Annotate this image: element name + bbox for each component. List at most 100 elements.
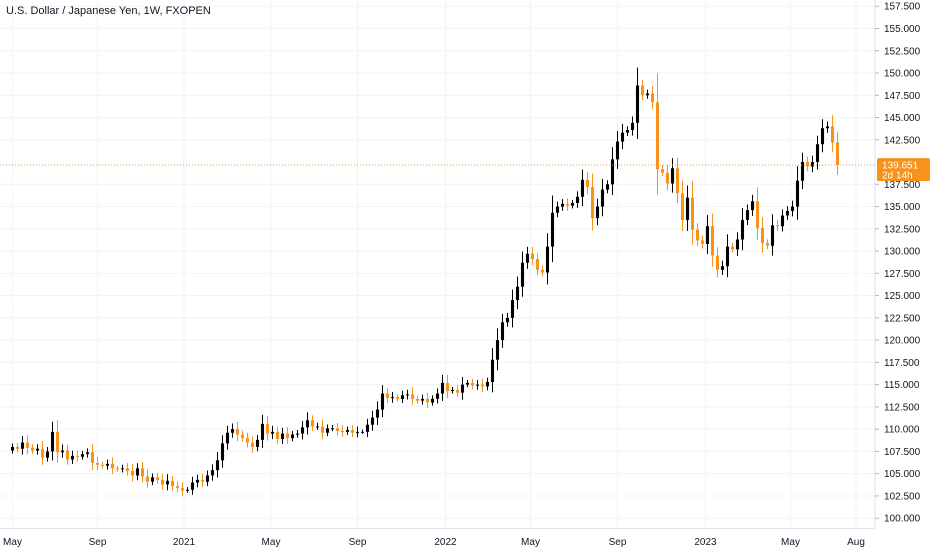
candle-body <box>730 246 735 250</box>
time-tick-label: 2022 <box>434 537 457 548</box>
candle-body <box>655 102 660 170</box>
candle-body <box>330 428 335 430</box>
candle-body <box>140 468 145 477</box>
candle-body <box>245 438 250 443</box>
candle-body <box>45 451 50 458</box>
time-tick-label: Sep <box>89 537 107 548</box>
candle-body <box>265 423 270 434</box>
price-tick-label: 112.500 <box>884 402 920 413</box>
candle-body <box>795 180 800 207</box>
candle-body <box>590 186 595 219</box>
candle-body <box>310 420 315 427</box>
candle-body <box>750 201 755 211</box>
price-tick-label: 100.000 <box>884 514 921 525</box>
price-tick-label: 107.500 <box>884 447 921 458</box>
time-tick-label: May <box>521 537 540 548</box>
candles <box>10 67 840 496</box>
candle-body <box>725 246 730 267</box>
candle-body <box>595 206 600 219</box>
candle-body <box>600 189 605 207</box>
time-tick-label: Sep <box>609 537 627 548</box>
candle-body <box>80 454 85 457</box>
candle-body <box>745 210 750 220</box>
candle-body <box>95 463 100 465</box>
candle-body <box>450 389 455 391</box>
candle-body <box>720 266 725 270</box>
candle-body <box>30 447 35 451</box>
candle-body <box>495 340 500 360</box>
candle-body <box>230 429 235 433</box>
price-tick-label: 137.500 <box>884 180 921 191</box>
candle-body <box>100 464 105 466</box>
candle-body <box>270 431 275 434</box>
candle-body <box>50 431 55 452</box>
candle-body <box>210 470 215 476</box>
price-tick-label: 157.500 <box>884 2 921 13</box>
candle-body <box>660 169 665 173</box>
time-tick-label: May <box>262 537 281 548</box>
candle-body <box>760 227 765 244</box>
candle-body <box>565 203 570 206</box>
price-axis-bg[interactable] <box>875 0 932 550</box>
candle-body <box>470 382 475 386</box>
candle-body <box>370 417 375 425</box>
candle-body <box>120 468 125 470</box>
candle-body <box>555 206 560 213</box>
candle-body <box>505 317 510 323</box>
candle-body <box>175 486 180 488</box>
candle-body <box>115 468 120 470</box>
candle-body <box>830 126 835 143</box>
candle-body <box>205 475 210 482</box>
candle-body <box>130 471 135 476</box>
candle-body <box>815 144 820 163</box>
candle-body <box>525 253 530 263</box>
candle-body <box>155 477 160 480</box>
candle-body <box>15 446 20 449</box>
candle-body <box>200 479 205 482</box>
candle-body <box>190 482 195 490</box>
candle-body <box>785 211 790 216</box>
candle-body <box>540 269 545 273</box>
candle-body <box>435 393 440 399</box>
candle-body <box>145 476 150 482</box>
candle-body <box>10 446 15 451</box>
candle-body <box>110 463 115 469</box>
candle-body <box>645 93 650 96</box>
price-tick-label: 145.000 <box>884 113 921 124</box>
candle-body <box>765 243 770 246</box>
candle-body <box>20 442 25 449</box>
candle-body <box>275 431 280 439</box>
candle-body <box>440 382 445 394</box>
candle-body <box>625 129 630 133</box>
candle-body <box>55 431 60 453</box>
candle-body <box>740 219 745 240</box>
candle-body <box>105 463 110 466</box>
candle-body <box>235 429 240 435</box>
candle-body <box>220 443 225 461</box>
price-tick-label: 130.000 <box>884 247 921 258</box>
candle-body <box>90 452 95 464</box>
candle-body <box>35 448 40 451</box>
candle-body <box>305 420 310 428</box>
time-tick-label: Sep <box>349 537 367 548</box>
chart-title: U.S. Dollar / Japanese Yen, 1W, FXOPEN <box>6 5 211 17</box>
candle-body <box>775 225 780 227</box>
price-tick-label: 105.000 <box>884 469 921 480</box>
candle-body <box>465 382 470 385</box>
candle-body <box>695 229 700 241</box>
candle-body <box>800 162 805 181</box>
price-tick-label: 132.500 <box>884 224 921 235</box>
candle-body <box>780 215 785 227</box>
time-tick-label: 2021 <box>173 537 196 548</box>
price-tick-label: 147.500 <box>884 91 921 102</box>
candle-body <box>425 398 430 403</box>
candle-body <box>570 203 575 206</box>
price-tick-label: 117.500 <box>884 358 920 369</box>
candle-body <box>460 384 465 393</box>
price-tick-label: 142.500 <box>884 135 921 146</box>
candle-body <box>535 259 540 270</box>
price-tick-label: 155.000 <box>884 24 921 35</box>
candle-body <box>615 141 620 160</box>
price-tick-label: 120.000 <box>884 336 921 347</box>
